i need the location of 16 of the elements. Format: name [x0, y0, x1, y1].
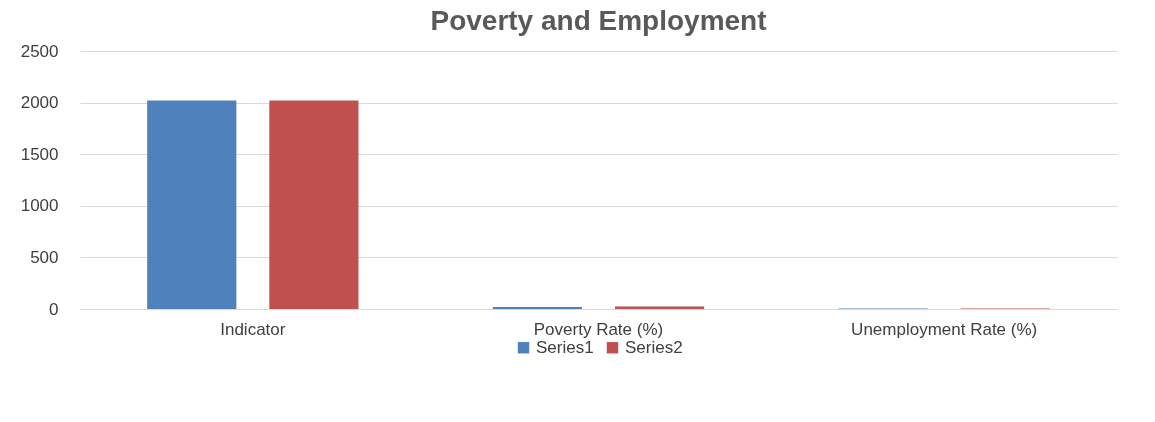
- x-tick-label: Indicator: [220, 319, 286, 339]
- y-tick-label: 0: [49, 299, 59, 319]
- x-tick-label: Unemployment Rate (%): [851, 319, 1038, 339]
- y-tick-label: 2500: [20, 41, 59, 61]
- legend-label: Series2: [625, 337, 683, 357]
- y-tick-label: 1500: [20, 144, 59, 164]
- bar: [492, 306, 583, 309]
- bar: [147, 100, 237, 309]
- x-tick-label: Poverty Rate (%): [533, 319, 664, 339]
- bar: [269, 100, 359, 309]
- chart-title: Poverty and Employment: [430, 5, 767, 36]
- bar: [614, 306, 705, 309]
- y-tick-label: 500: [30, 247, 59, 267]
- legend-label: Series1: [536, 337, 594, 357]
- y-tick-label: 1000: [20, 196, 59, 216]
- y-tick-label: 2000: [20, 93, 59, 113]
